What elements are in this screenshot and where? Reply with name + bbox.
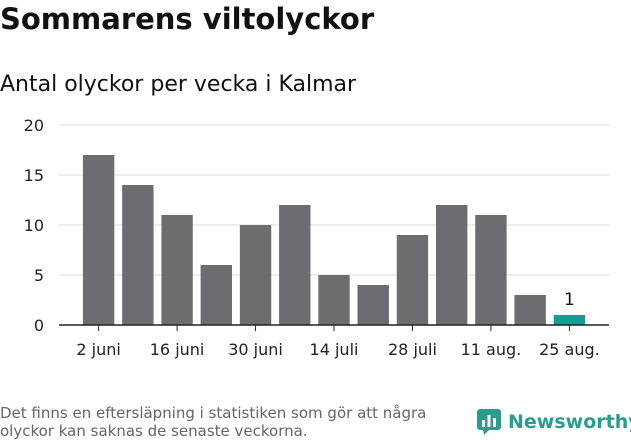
chart-subtitle: Antal olyckor per vecka i Kalmar [0,72,357,97]
x-tick-label: 25 aug. [539,340,600,359]
x-tick-label: 2 juni [76,340,120,359]
y-tick-label: 15 [24,166,44,185]
bar [318,275,350,325]
y-tick-label: 5 [34,266,44,285]
x-tick-label: 30 juni [228,340,283,359]
bar [553,315,586,325]
bar [514,295,546,325]
newsworthy-logo-icon [477,409,501,435]
bar [82,155,115,325]
brand-logo: Newsworthy [476,408,631,436]
bar [122,185,154,325]
x-tick-label: 16 juni [150,340,205,359]
brand-name: Newsworthy [508,411,631,433]
bar [279,205,311,325]
bar-chart: 0 5 10 15 20 2 juni 16 juni 30 juni 14 juli 28 j… [24,116,609,359]
chart-title: Sommarens viltolyckor [0,2,375,36]
x-axis: 2 juni 16 juni 30 juni 14 juli 28 juli 11 aug… [59,324,609,359]
data-labels: 1 [564,290,575,310]
bar [396,235,429,325]
y-axis-ticks: 0 5 10 15 20 [24,116,44,335]
x-tick-label: 14 juli [310,340,359,359]
y-tick-label: 0 [34,316,44,335]
footnote: Det finns en eftersläpning i statistiken… [0,404,427,440]
x-tick-label: 28 juli [388,340,437,359]
y-tick-label: 10 [24,216,44,235]
bar [475,215,507,325]
bar [357,285,389,325]
bar [436,205,468,325]
bar [239,225,272,325]
bar [200,265,232,325]
data-label: 1 [564,290,575,310]
bar [161,215,193,325]
x-tick-label: 11 aug. [461,340,522,359]
y-tick-label: 20 [24,116,44,135]
bars [82,155,586,325]
